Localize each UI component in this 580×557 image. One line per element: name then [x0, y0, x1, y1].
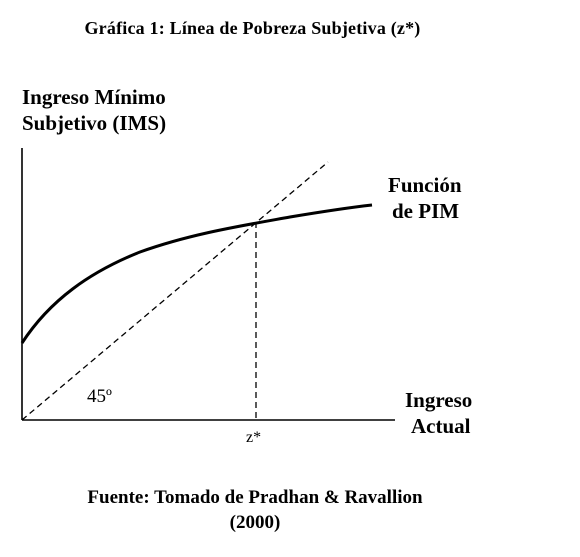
x-axis-label-line2: Actual [411, 414, 471, 438]
pim-function-curve [20, 203, 373, 344]
figure-title: Gráfica 1: Línea de Pobreza Subjetiva (z… [84, 18, 421, 38]
y-axis-label-line1: Ingreso Mínimo [22, 85, 166, 109]
z-star-marker: z* [246, 429, 261, 446]
figure-source: Fuente: Tomado de Pradhan & Ravallion (2… [0, 485, 510, 535]
y-axis-label-line2: Subjetivo (IMS) [22, 111, 166, 135]
source-line2: (2000) [229, 512, 281, 533]
diagonal-45-line [21, 161, 329, 421]
x-axis-label-line1: Ingreso [405, 388, 472, 412]
diagonal-45-label: 45º [87, 386, 112, 407]
source-line1: Fuente: Tomado de Pradhan & Ravallion [87, 487, 423, 508]
pim-label-line2: de PIM [392, 199, 459, 223]
pim-label-line1: Función [388, 173, 462, 197]
